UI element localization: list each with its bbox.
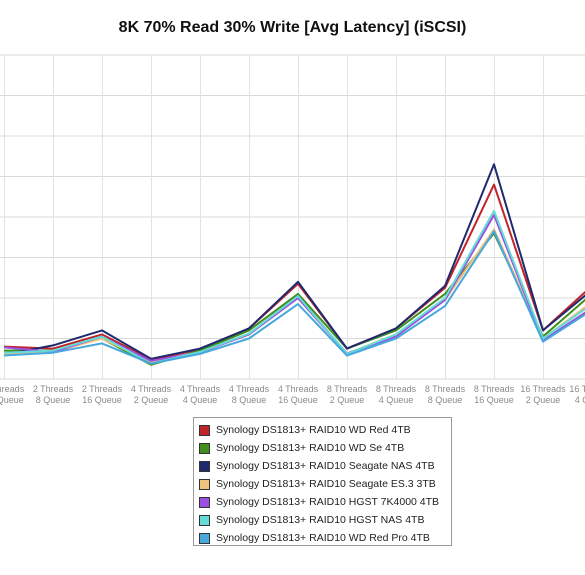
- x-tick-label: 4 Threads 16 Queue: [278, 384, 319, 405]
- legend-swatch: [199, 424, 210, 436]
- series-line: [3, 183, 585, 361]
- series-lines: [3, 163, 585, 366]
- series-line: [3, 230, 585, 365]
- x-tick-label: 8 Threads 16 Queue: [474, 384, 515, 405]
- legend-label: Synology DS1813+ RAID10 Seagate ES.3 3TB: [216, 478, 436, 490]
- x-tick-label: 8 Threads 8 Queue: [425, 384, 466, 405]
- series-line: [3, 163, 585, 360]
- chart-title: 8K 70% Read 30% Write [Avg Latency] (iSC…: [118, 19, 467, 36]
- legend-swatch: [199, 442, 210, 454]
- x-tick-label: 2 Threads 8 Queue: [33, 384, 74, 405]
- legend-swatch: [199, 514, 210, 526]
- legend-label: Synology DS1813+ RAID10 HGST 7K4000 4TB: [216, 496, 440, 508]
- legend-swatch: [199, 532, 210, 544]
- legend-item[interactable]: Synology DS1813+ RAID10 Seagate ES.3 3TB: [194, 475, 451, 493]
- legend-label: Synology DS1813+ RAID10 WD Red 4TB: [216, 424, 411, 436]
- legend-label: Synology DS1813+ RAID10 Seagate NAS 4TB: [216, 460, 435, 472]
- legend-label: Synology DS1813+ RAID10 WD Red Pro 4TB: [216, 532, 430, 544]
- vertical-gridlines: [4, 55, 544, 379]
- x-tick-label: 4 Threads 2 Queue: [131, 384, 172, 405]
- legend-item[interactable]: Synology DS1813+ RAID10 Seagate NAS 4TB: [194, 457, 451, 475]
- legend-swatch: [199, 460, 210, 472]
- legend-swatch: [199, 496, 210, 508]
- x-tick-label: 16 Threads 2 Queue: [520, 384, 566, 405]
- legend-item[interactable]: Synology DS1813+ RAID10 HGST NAS 4TB: [194, 511, 451, 529]
- x-tick-label: 4 Threads 8 Queue: [229, 384, 270, 405]
- series-line: [3, 209, 585, 365]
- legend-item[interactable]: Synology DS1813+ RAID10 WD Red Pro 4TB: [194, 529, 451, 547]
- legend-label: Synology DS1813+ RAID10 HGST NAS 4TB: [216, 514, 425, 526]
- legend-label: Synology DS1813+ RAID10 WD Se 4TB: [216, 442, 405, 454]
- legend-swatch: [199, 478, 210, 490]
- legend: Synology DS1813+ RAID10 WD Red 4TB Synolo…: [193, 417, 452, 546]
- legend-item[interactable]: Synology DS1813+ RAID10 HGST 7K4000 4TB: [194, 493, 451, 511]
- x-tick-label: 8 Threads 4 Queue: [376, 384, 417, 405]
- legend-item[interactable]: Synology DS1813+ RAID10 WD Se 4TB: [194, 439, 451, 457]
- x-tick-label: 2 Threads 16 Queue: [82, 384, 123, 405]
- legend-item[interactable]: Synology DS1813+ RAID10 WD Red 4TB: [194, 421, 451, 439]
- horizontal-gridlines: [0, 54, 585, 380]
- x-tick-label: 4 Threads 4 Queue: [180, 384, 221, 405]
- x-tick-label: 8 Threads 2 Queue: [327, 384, 368, 405]
